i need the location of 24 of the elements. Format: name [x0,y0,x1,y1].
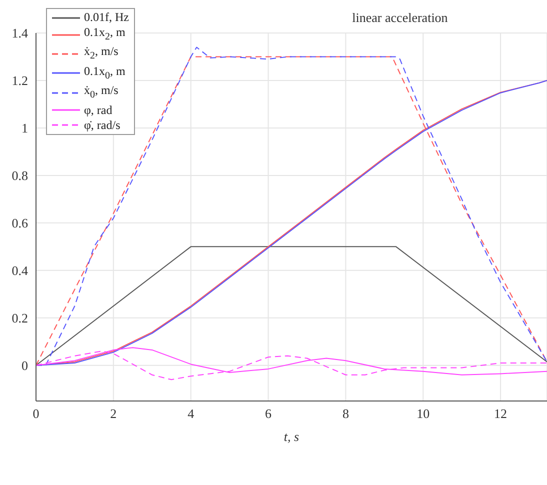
legend-label: 0.1x$_{2}$, m [84,25,126,44]
y-tick-label: 1.4 [12,26,28,41]
x-tick-label: 0 [32,406,40,422]
y-tick-label: 1 [22,120,28,136]
x-tick-label: 6 [265,406,272,422]
x-tick-label: 12 [494,406,508,422]
legend-label: φ, rad [84,102,112,118]
x-tick-label: 8 [342,406,349,422]
legend-label: ẋ$_{2}$, m/s [84,44,118,64]
y-tick-label: 1.2 [12,73,28,88]
legend-label: 0.1x$_{0}$, m [84,64,126,84]
legend-label: 0.01f, Hz [84,10,129,25]
chart-title: linear acceleration [352,10,448,25]
y-tick-label: 0.4 [12,263,28,278]
x-tick-label: 4 [188,406,195,422]
y-tick-label: 0.6 [12,216,28,231]
x-axis-title: t, s [284,429,300,444]
y-tick-label: 0.2 [12,310,28,326]
legend-label: φ̇, rad/s [84,118,120,133]
y-tick-label: 0.8 [12,168,28,184]
y-tick-label: 0 [22,358,28,373]
x-tick-label: 2 [110,406,117,422]
legend-label: ẋ$_{0}$, m/s [84,83,118,103]
x-tick-label: 10 [416,406,430,422]
